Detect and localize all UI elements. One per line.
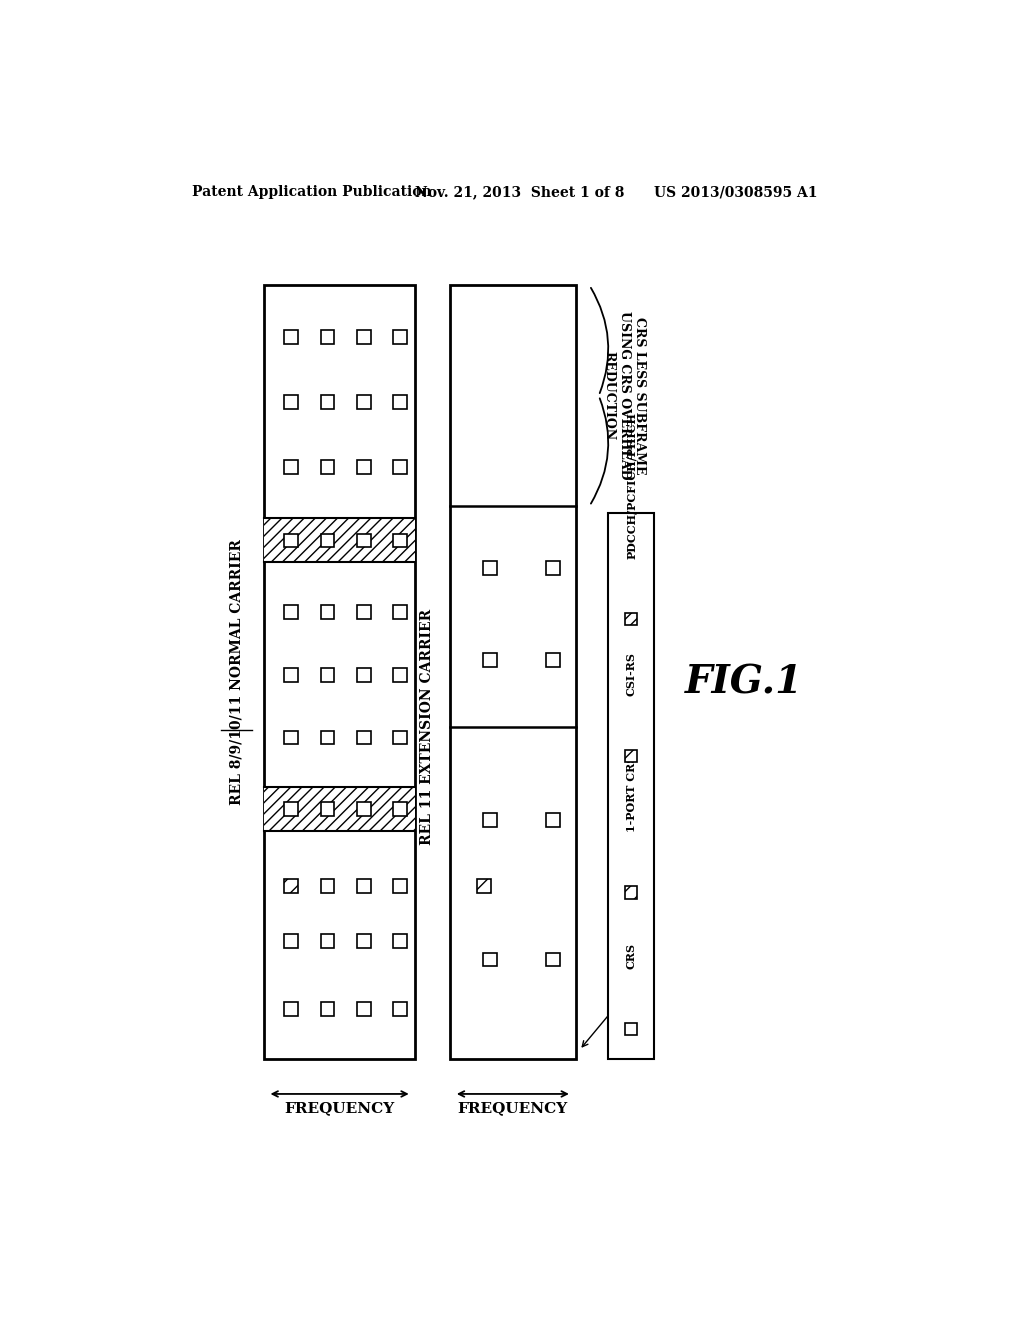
- Bar: [321, 879, 335, 892]
- Bar: [393, 879, 408, 892]
- Bar: [357, 730, 371, 744]
- Bar: [357, 1002, 371, 1016]
- Bar: [483, 813, 498, 826]
- Bar: [284, 933, 298, 948]
- Bar: [357, 879, 371, 892]
- Bar: [321, 330, 335, 343]
- Bar: [357, 533, 371, 548]
- Bar: [483, 653, 498, 668]
- Bar: [393, 933, 408, 948]
- Bar: [625, 612, 637, 626]
- Bar: [321, 730, 335, 744]
- Bar: [546, 953, 560, 966]
- Text: REL 8/9/10/11 NORMAL CARRIER: REL 8/9/10/11 NORMAL CARRIER: [229, 540, 244, 805]
- Text: CSI-RS: CSI-RS: [626, 652, 637, 696]
- Bar: [546, 653, 560, 668]
- Bar: [284, 803, 298, 816]
- Text: CRS: CRS: [626, 942, 637, 969]
- Text: FIG.1: FIG.1: [685, 663, 803, 701]
- Bar: [284, 395, 298, 409]
- Bar: [321, 605, 335, 619]
- Bar: [321, 803, 335, 816]
- Bar: [608, 512, 654, 1059]
- Bar: [284, 605, 298, 619]
- Bar: [393, 533, 408, 548]
- Text: FREQUENCY: FREQUENCY: [285, 1102, 394, 1115]
- Bar: [483, 953, 498, 966]
- Bar: [284, 879, 298, 892]
- Bar: [357, 933, 371, 948]
- Bar: [284, 330, 298, 343]
- Bar: [451, 285, 575, 1059]
- Bar: [284, 668, 298, 681]
- Bar: [357, 605, 371, 619]
- Bar: [357, 668, 371, 681]
- Bar: [393, 668, 408, 681]
- Bar: [393, 395, 408, 409]
- Text: FREQUENCY: FREQUENCY: [458, 1102, 568, 1115]
- Bar: [321, 933, 335, 948]
- Bar: [483, 561, 498, 574]
- Bar: [321, 1002, 335, 1016]
- Bar: [284, 730, 298, 744]
- Bar: [321, 395, 335, 409]
- Bar: [393, 1002, 408, 1016]
- Text: Patent Application Publication: Patent Application Publication: [193, 185, 432, 199]
- Bar: [393, 605, 408, 619]
- Bar: [357, 803, 371, 816]
- Text: US 2013/0308595 A1: US 2013/0308595 A1: [654, 185, 817, 199]
- Bar: [625, 887, 637, 899]
- Text: Nov. 21, 2013  Sheet 1 of 8: Nov. 21, 2013 Sheet 1 of 8: [416, 185, 625, 199]
- Text: REL 11 EXTENSION CARRIER: REL 11 EXTENSION CARRIER: [420, 609, 434, 845]
- Text: 1-PORT CRS: 1-PORT CRS: [626, 755, 637, 833]
- Bar: [477, 879, 490, 894]
- Bar: [357, 395, 371, 409]
- Bar: [546, 813, 560, 826]
- Bar: [321, 668, 335, 681]
- Bar: [393, 330, 408, 343]
- Text: PDCCH/PCFICH/PHICH: PDCCH/PCFICH/PHICH: [626, 412, 637, 560]
- Bar: [393, 803, 408, 816]
- Bar: [357, 330, 371, 343]
- Text: CRS LESS SUBFRAME
USING CRS OVERHEAD
REDUCTION: CRS LESS SUBFRAME USING CRS OVERHEAD RED…: [603, 312, 645, 480]
- Bar: [284, 1002, 298, 1016]
- Bar: [393, 461, 408, 474]
- Bar: [546, 561, 560, 574]
- Bar: [393, 730, 408, 744]
- Bar: [625, 750, 637, 762]
- Bar: [357, 461, 371, 474]
- Bar: [321, 533, 335, 548]
- Bar: [264, 787, 416, 832]
- Bar: [284, 533, 298, 548]
- Bar: [264, 519, 416, 562]
- Bar: [321, 461, 335, 474]
- Bar: [264, 285, 416, 1059]
- Bar: [284, 461, 298, 474]
- Text: 1-PORT CRS: 1-PORT CRS: [614, 932, 625, 1010]
- Bar: [625, 1023, 637, 1035]
